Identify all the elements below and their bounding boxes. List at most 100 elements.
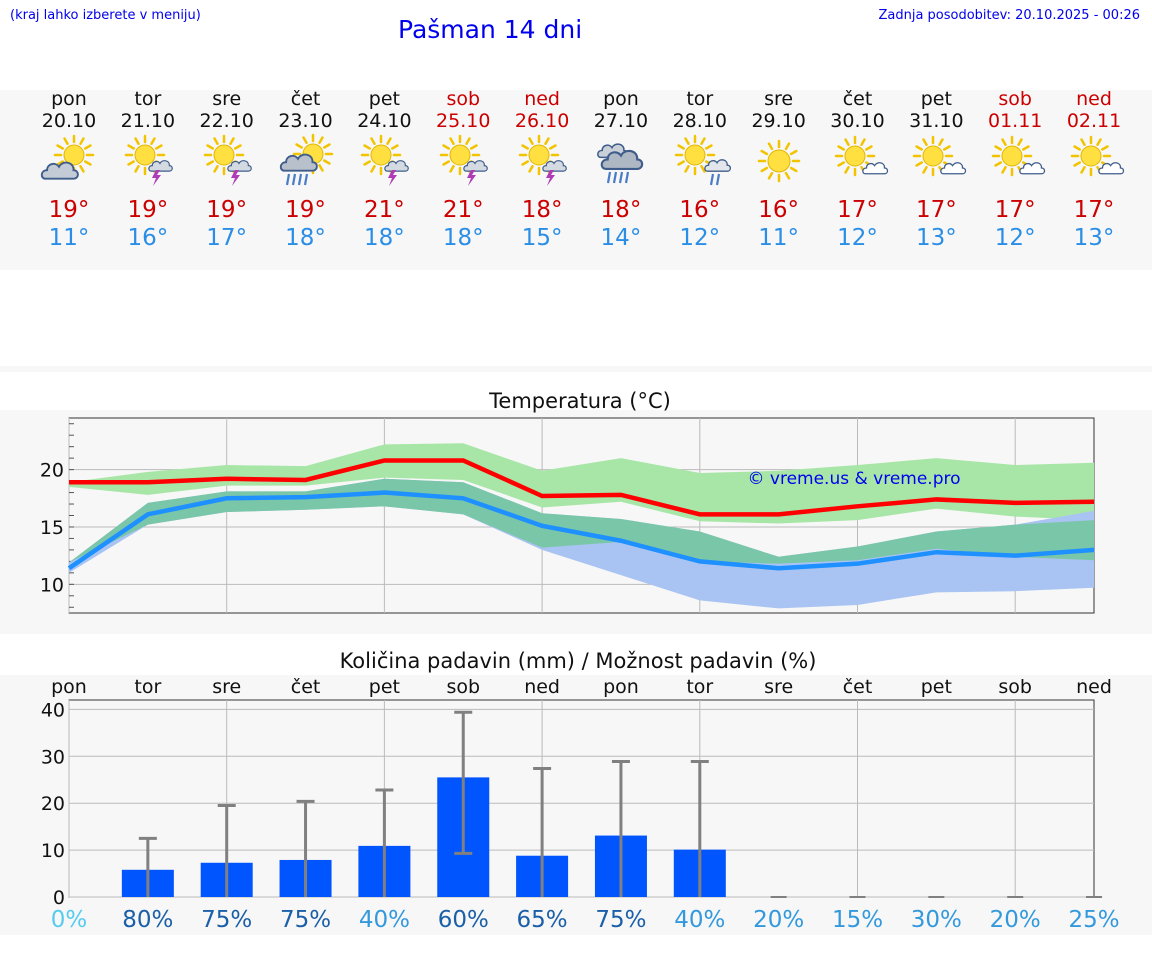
sun-storm-icon (109, 132, 187, 194)
x-tick-label: sre (764, 676, 793, 698)
precipitation-chance: 0% (51, 907, 88, 933)
day-column: pon 27.10 18° 14° (582, 88, 660, 252)
x-tick-label: čet (291, 676, 321, 698)
precipitation-chance: 40% (674, 907, 725, 933)
x-tick-label: sre (212, 676, 241, 698)
x-tick-label: tor (686, 676, 713, 698)
precipitation-chance: 75% (280, 907, 331, 933)
sun-storm-icon (188, 132, 266, 194)
day-column: ned 26.10 18° 15° (503, 88, 581, 252)
day-column: sre 22.10 19° 17° (188, 88, 266, 252)
day-date: 31.10 (909, 110, 964, 132)
y-tick-label: 20 (40, 460, 64, 482)
max-temperature: 17° (994, 197, 1036, 223)
day-column: pet 31.10 17° 13° (897, 88, 975, 252)
sun-rain-heavy-icon (267, 132, 345, 194)
day-name: pet (920, 88, 952, 110)
day-column: pon 20.10 19° 11° (30, 88, 108, 252)
chart-title: Temperatura (°C) (488, 389, 671, 413)
max-temperature: 21° (364, 197, 405, 223)
max-temperature: 18° (600, 197, 642, 223)
precipitation-chance: 65% (517, 907, 568, 933)
daily-forecast: pon 20.10 19° 11° tor 21.10 19° 16° sre 22.10 19° 1… (0, 88, 1152, 268)
precipitation-chance: 75% (595, 907, 646, 933)
day-date: 01.11 (987, 110, 1043, 132)
max-temperature: 18° (521, 197, 563, 223)
day-name: tor (686, 88, 714, 110)
max-temperature-range (69, 443, 1095, 524)
min-temperature: 12° (837, 225, 878, 251)
y-tick-label: 20 (41, 793, 65, 815)
day-name: ned (1076, 88, 1112, 110)
day-date: 25.10 (436, 110, 491, 132)
sun-storm-icon (424, 132, 502, 194)
daily-forecast-strip (0, 90, 1152, 270)
x-tick-label: pon (603, 676, 639, 698)
x-tick-label: pet (369, 676, 400, 698)
y-tick-label: 30 (41, 746, 65, 768)
cloud-rain-icon (582, 132, 660, 194)
watermark: © vreme.us & vreme.pro (747, 469, 960, 489)
day-name: sre (212, 88, 242, 110)
day-date: 23.10 (278, 110, 333, 132)
sun-storm-icon (345, 132, 423, 194)
precipitation-chance: 15% (832, 907, 883, 933)
precipitation-chance: 40% (359, 907, 410, 933)
sun-small-cloud-icon (897, 132, 975, 194)
day-column: ned 02.11 17° 13° (1055, 88, 1133, 252)
max-temperature-line (69, 458, 1095, 517)
max-temperature: 19° (285, 197, 326, 223)
max-temperature: 19° (127, 197, 169, 223)
max-temperature: 17° (915, 197, 957, 223)
day-date: 20.10 (41, 110, 97, 132)
day-name: tor (134, 88, 162, 110)
min-temperature: 11° (48, 225, 90, 251)
y-tick-label: 10 (40, 574, 64, 596)
y-tick-label: 15 (40, 517, 64, 539)
max-temperature: 19° (48, 197, 90, 223)
min-temperature-line (67, 490, 1095, 571)
day-column: sob 01.11 17° 12° (976, 88, 1054, 252)
day-column: pet 24.10 21° 18° (345, 88, 423, 252)
day-date: 26.10 (514, 110, 570, 132)
min-temperature: 13° (915, 225, 957, 251)
day-name: čet (842, 88, 873, 110)
page-title: Pašman 14 dni (398, 15, 583, 44)
last-update: Zadnja posodobitev: 20.10.2025 - 00:26 (878, 8, 1140, 23)
sun-storm-icon (503, 132, 581, 194)
max-temperature: 16° (758, 197, 800, 223)
y-tick-label: 40 (41, 699, 65, 721)
day-date: 30.10 (830, 110, 885, 132)
x-tick-label: ned (524, 676, 560, 698)
y-tick-label: 10 (41, 840, 65, 862)
max-temperature: 17° (837, 197, 878, 223)
x-tick-label: pet (921, 676, 952, 698)
max-temperature: 16° (679, 197, 721, 223)
day-column: tor 28.10 16° 12° (661, 88, 739, 252)
min-temperature: 18° (442, 225, 484, 251)
day-name: ned (524, 88, 560, 110)
min-temperature: 12° (994, 225, 1036, 251)
x-tick-label: pon (51, 676, 87, 698)
day-name: sob (446, 88, 481, 110)
day-name: čet (290, 88, 321, 110)
min-temperature: 14° (600, 225, 642, 251)
min-temperature: 13° (1073, 225, 1115, 251)
separator (0, 366, 1152, 372)
min-temperature: 12° (679, 225, 721, 251)
temperature-chart: Temperatura (°C) 10 15 20 © vreme.us & vreme… (0, 389, 1152, 634)
sun-small-cloud-icon (976, 132, 1054, 194)
x-tick-label: čet (843, 676, 873, 698)
min-temperature: 17° (206, 225, 248, 251)
day-date: 27.10 (593, 110, 649, 132)
sun-icon (740, 132, 818, 194)
chart-title: Količina padavin (mm) / Možnost padavin … (340, 649, 817, 673)
day-name: pet (368, 88, 400, 110)
day-date: 28.10 (672, 110, 727, 132)
day-name: pon (51, 88, 87, 110)
day-column: čet 23.10 19° 18° (267, 88, 345, 252)
day-name: sre (764, 88, 794, 110)
precipitation-chance: 75% (201, 907, 252, 933)
location-menu-hint: (kraj lahko izberete v meniju) (10, 8, 201, 23)
day-name: pon (603, 88, 639, 110)
